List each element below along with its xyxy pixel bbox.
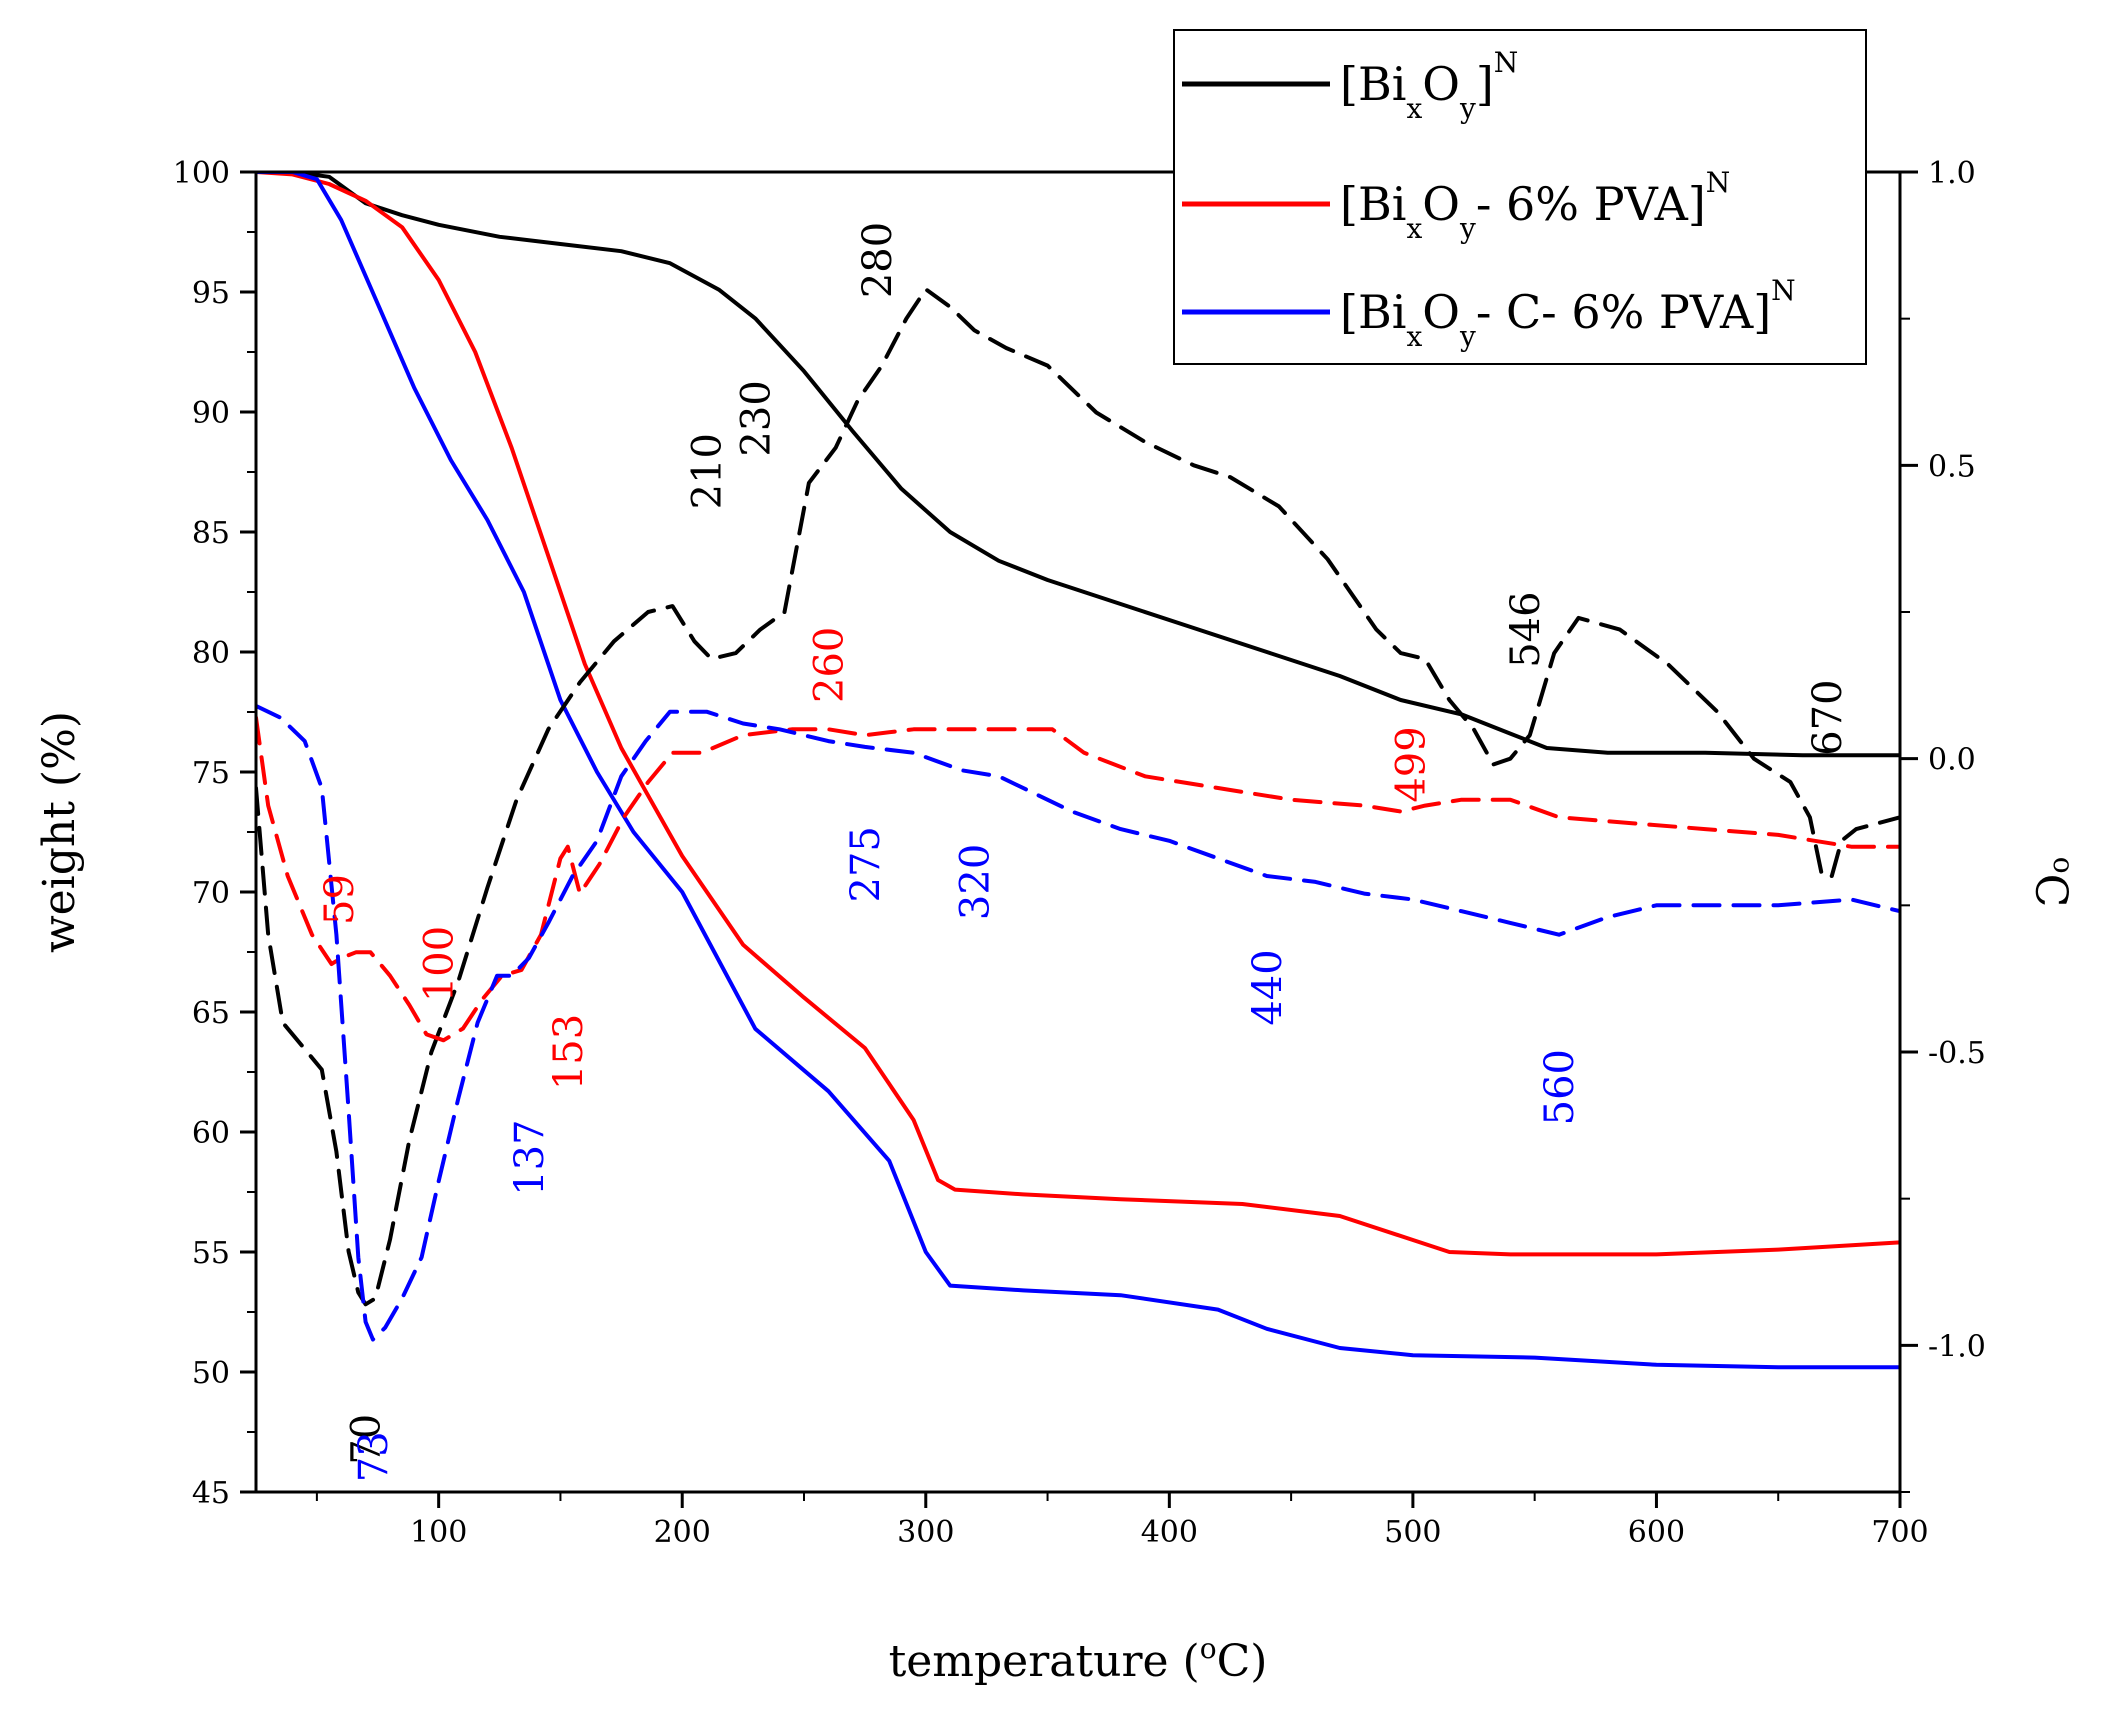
legend-label-part: x (1406, 320, 1422, 353)
legend-label-part: [Bi (1340, 285, 1406, 339)
legend-label-part: x (1406, 92, 1422, 125)
x-axis-title-degree: o (1200, 1632, 1217, 1665)
series-line-d2 (256, 715, 1900, 1043)
legend-label-part: - C- 6% PVA] (1476, 285, 1771, 339)
y-tick-label: 80 (192, 636, 230, 671)
peak-label: 153 (546, 1014, 592, 1090)
x-axis-title-main: temperature ( (889, 1636, 1200, 1687)
x-axis-title: temperature (oC) (889, 1632, 1268, 1687)
y-tick-label: 55 (192, 1236, 230, 1271)
legend: [BixOy]N[BixOy- 6% PVA]N[BixOy- C- 6% PV… (1173, 29, 1867, 365)
y-tick-label: 70 (192, 876, 230, 911)
tick-labels: 100 200 300 400 500 600 700 45 50 55 60 65 70 75 80 85 9… (173, 156, 1986, 1550)
peak-label: 230 (733, 380, 779, 456)
x-tick-label: 500 (1384, 1515, 1441, 1550)
legend-label-part: - 6% PVA] (1476, 177, 1706, 231)
series-line-d1 (256, 287, 1900, 1307)
y-axis-title: weight (%) (34, 711, 85, 953)
legend-label-part: y (1459, 212, 1476, 245)
x-tick-label: 200 (654, 1515, 711, 1550)
legend-label-part: N (1494, 46, 1519, 79)
legend-label-part: ] (1476, 57, 1494, 111)
legend-label: [BixOy- 6% PVA]N (1340, 166, 1730, 245)
y-tick-label: 75 (192, 756, 230, 791)
peak-label: 440 (1245, 949, 1291, 1025)
legend-label-part: O (1422, 285, 1460, 339)
y-tick-label: 65 (192, 996, 230, 1031)
x-tick-label: 300 (897, 1515, 954, 1550)
peak-label: 70 (344, 1414, 390, 1465)
legend-label-part: N (1771, 274, 1796, 307)
plot-frame (254, 170, 1902, 1494)
legend-label-part: y (1459, 92, 1476, 125)
legend-label-part: [Bi (1340, 177, 1406, 231)
y2-tick-label: 1.0 (1928, 156, 1976, 191)
peak-label: 100 (417, 926, 463, 1002)
peak-label: 137 (507, 1119, 553, 1195)
peak-label: 210 (685, 433, 731, 509)
legend-label-part: y (1459, 320, 1476, 353)
peak-label: 275 (843, 826, 889, 902)
y-tick-label: 50 (192, 1356, 230, 1391)
peak-label: 73 (351, 1431, 397, 1482)
y2-axis-title-unit: C (2025, 874, 2076, 908)
y2-tick-label: 0.5 (1928, 449, 1976, 484)
legend-label: [BixOy- C- 6% PVA]N (1340, 274, 1796, 353)
x-axis-title-unit: C) (1217, 1636, 1268, 1687)
peak-label: 59 (317, 874, 363, 925)
series-line-s1 (256, 172, 1900, 758)
legend-label-part: x (1406, 212, 1422, 245)
legend-label-part: O (1422, 177, 1460, 231)
y2-tick-label: -0.5 (1928, 1036, 1986, 1071)
y2-tick-label: -1.0 (1928, 1329, 1986, 1364)
y-tick-label: 60 (192, 1116, 230, 1151)
y2-axis-title-degree: o (2047, 857, 2080, 874)
x-tick-label: 600 (1628, 1515, 1685, 1550)
peak-label: 546 (1503, 591, 1549, 667)
peak-label: 499 (1389, 726, 1435, 802)
series-line-d3 (256, 703, 1900, 1342)
x-tick-label: 100 (410, 1515, 467, 1550)
series-lines (256, 172, 1900, 1370)
peak-label: 670 (1805, 679, 1851, 755)
x-tick-label: 400 (1141, 1515, 1198, 1550)
y-tick-label: 95 (192, 276, 230, 311)
y-tick-label: 45 (192, 1476, 230, 1511)
legend-label-part: O (1422, 57, 1460, 111)
peak-label: 280 (855, 222, 901, 298)
axis-ticks (240, 170, 1918, 1508)
y-tick-label: 100 (173, 156, 230, 191)
series-line-s3 (256, 172, 1900, 1370)
peak-label: 260 (806, 627, 852, 703)
y-tick-label: 90 (192, 396, 230, 431)
y2-axis-title: oC (2025, 857, 2080, 908)
series-line-s2 (256, 172, 1900, 1257)
y2-tick-label: 0.0 (1928, 743, 1976, 778)
legend-label-part: [Bi (1340, 57, 1406, 111)
legend-label: [BixOy]N (1340, 46, 1518, 125)
y-tick-label: 85 (192, 516, 230, 551)
legend-label-part: N (1706, 166, 1731, 199)
peak-label: 320 (953, 844, 999, 920)
x-tick-label: 700 (1871, 1515, 1928, 1550)
series-clip-group (256, 172, 1900, 1370)
peak-label: 560 (1537, 1049, 1583, 1125)
